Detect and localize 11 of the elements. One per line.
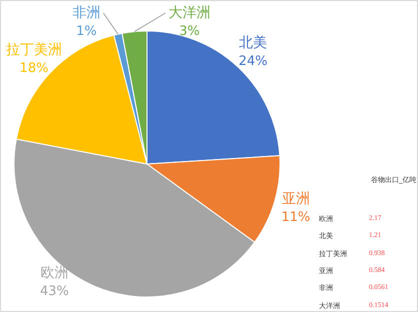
data-label: 18% xyxy=(20,60,48,76)
data-label: 43% xyxy=(40,284,69,299)
data-label: 24% xyxy=(238,54,268,70)
data-label: 11% xyxy=(281,210,310,226)
slice-label: 北美 xyxy=(239,35,268,52)
slice-label: 大洋洲 xyxy=(168,5,210,21)
data-label: 3% xyxy=(179,24,200,39)
data-label: 1% xyxy=(76,24,97,39)
slice-label: 非洲 xyxy=(72,5,100,21)
slice-label: 亚洲 xyxy=(282,191,310,208)
slice-label: 拉丁美洲 xyxy=(6,42,62,58)
